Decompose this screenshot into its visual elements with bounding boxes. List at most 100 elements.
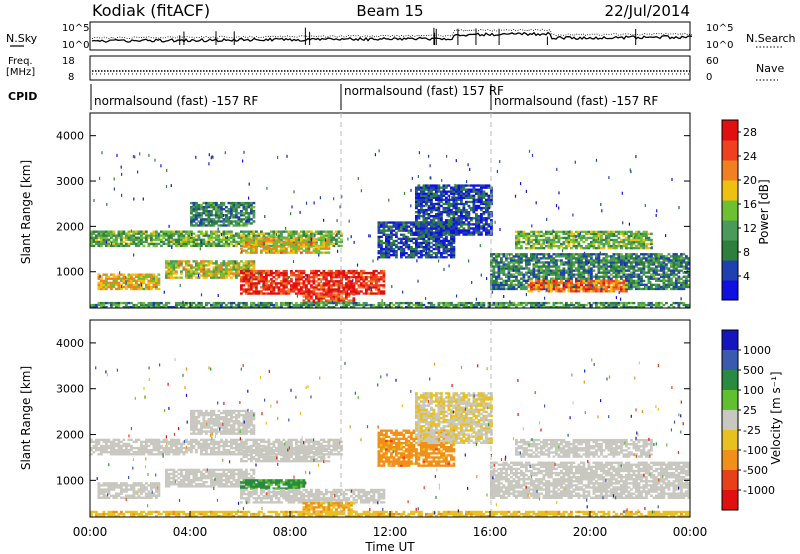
- range-cell: [332, 276, 336, 279]
- freq-right-tick-bottom: 0: [706, 72, 712, 83]
- range-cell: [677, 279, 681, 283]
- range-cell: [382, 250, 386, 253]
- range-cell: [430, 237, 433, 241]
- range-cell: [215, 206, 218, 209]
- range-cell: [347, 269, 351, 273]
- range-cell: [555, 236, 558, 240]
- range-cell: [140, 232, 143, 235]
- range-cell: [342, 286, 346, 289]
- range-cell: [200, 268, 203, 271]
- range-cell: [642, 279, 646, 283]
- range-cell: [682, 259, 686, 262]
- range-cell: [422, 200, 426, 204]
- range-cell: [327, 243, 331, 246]
- range-cell: [580, 245, 583, 248]
- range-cell: [440, 213, 443, 216]
- range-cell: [450, 186, 453, 189]
- range-cell: [292, 234, 296, 237]
- range-cell: [515, 247, 518, 250]
- range-cell: [320, 286, 323, 289]
- range-cell: [112, 279, 116, 283]
- range-cell: [192, 306, 196, 309]
- range-cell: [142, 277, 146, 280]
- range-cell: [452, 254, 456, 257]
- range-cell: [155, 301, 158, 305]
- range-cell: [577, 261, 581, 264]
- range-cell: [540, 247, 543, 250]
- range-cell: [387, 243, 391, 247]
- range-cell: [675, 253, 678, 256]
- range-cell: [415, 204, 418, 208]
- range-cell: [242, 268, 246, 271]
- range-cell: [655, 279, 658, 283]
- range-cell: [495, 261, 498, 264]
- range-cell: [470, 184, 473, 187]
- range-cell: [570, 277, 573, 280]
- range-cell: [422, 221, 426, 224]
- range-cell: [247, 276, 251, 279]
- range-cell: [475, 225, 478, 228]
- range-cell: [540, 267, 543, 270]
- range-cell: [565, 247, 568, 250]
- range-cell: [217, 236, 221, 239]
- range-cell: [305, 245, 308, 248]
- range-cell: [567, 253, 571, 256]
- range-cell: [125, 306, 128, 309]
- range-cell: [362, 292, 366, 295]
- range-cell: [557, 288, 561, 291]
- range-cell: [272, 242, 276, 246]
- range-cell: [315, 271, 318, 275]
- range-cell: [415, 192, 418, 195]
- range-cell: [607, 232, 611, 236]
- range-cell: [492, 279, 496, 283]
- range-cell: [535, 234, 538, 238]
- range-cell: [535, 263, 538, 266]
- range-cell: [590, 287, 593, 291]
- range-cell: [242, 276, 246, 279]
- range-cell: [127, 283, 131, 287]
- range-cell: [152, 238, 156, 241]
- range-cell: [295, 245, 298, 248]
- range-cell: [232, 208, 236, 211]
- range-cell: [617, 230, 621, 234]
- range-cell: [215, 270, 218, 273]
- range-cell: [567, 275, 571, 278]
- range-cell: [257, 241, 261, 244]
- range-cell: [435, 256, 438, 259]
- range-cell: [437, 256, 441, 259]
- range-cell: [102, 242, 106, 246]
- range-cell: [422, 219, 426, 222]
- range-cell: [422, 184, 426, 187]
- range-cell: [455, 186, 458, 189]
- range-cell: [155, 279, 158, 283]
- range-cell: [100, 236, 103, 239]
- range-cell: [215, 262, 218, 265]
- range-cell: [560, 281, 563, 285]
- range-cell: [667, 269, 671, 272]
- range-cell: [210, 230, 213, 233]
- range-cell: [555, 245, 558, 248]
- range-cell: [307, 234, 311, 237]
- range-cell: [512, 267, 516, 270]
- range-cell: [402, 223, 406, 226]
- range-cell: [647, 277, 651, 280]
- range-cell: [417, 217, 421, 220]
- range-cell: [252, 284, 256, 287]
- range-cell: [650, 232, 653, 236]
- range-cell: [447, 184, 451, 187]
- range-cell: [317, 288, 321, 291]
- range-cell: [292, 245, 296, 248]
- range-cell: [177, 262, 181, 265]
- range-cell: [302, 249, 306, 252]
- range-cell: [412, 237, 416, 241]
- range-cell: [377, 241, 381, 245]
- range-cell: [587, 265, 591, 268]
- range-cell: [470, 219, 473, 222]
- range-cell: [575, 286, 578, 289]
- range-cell: [415, 241, 418, 245]
- range-cell: [230, 242, 233, 246]
- range-cell: [210, 232, 213, 235]
- range-cell: [560, 230, 563, 234]
- range-cell: [265, 232, 268, 235]
- range-cell: [437, 241, 441, 245]
